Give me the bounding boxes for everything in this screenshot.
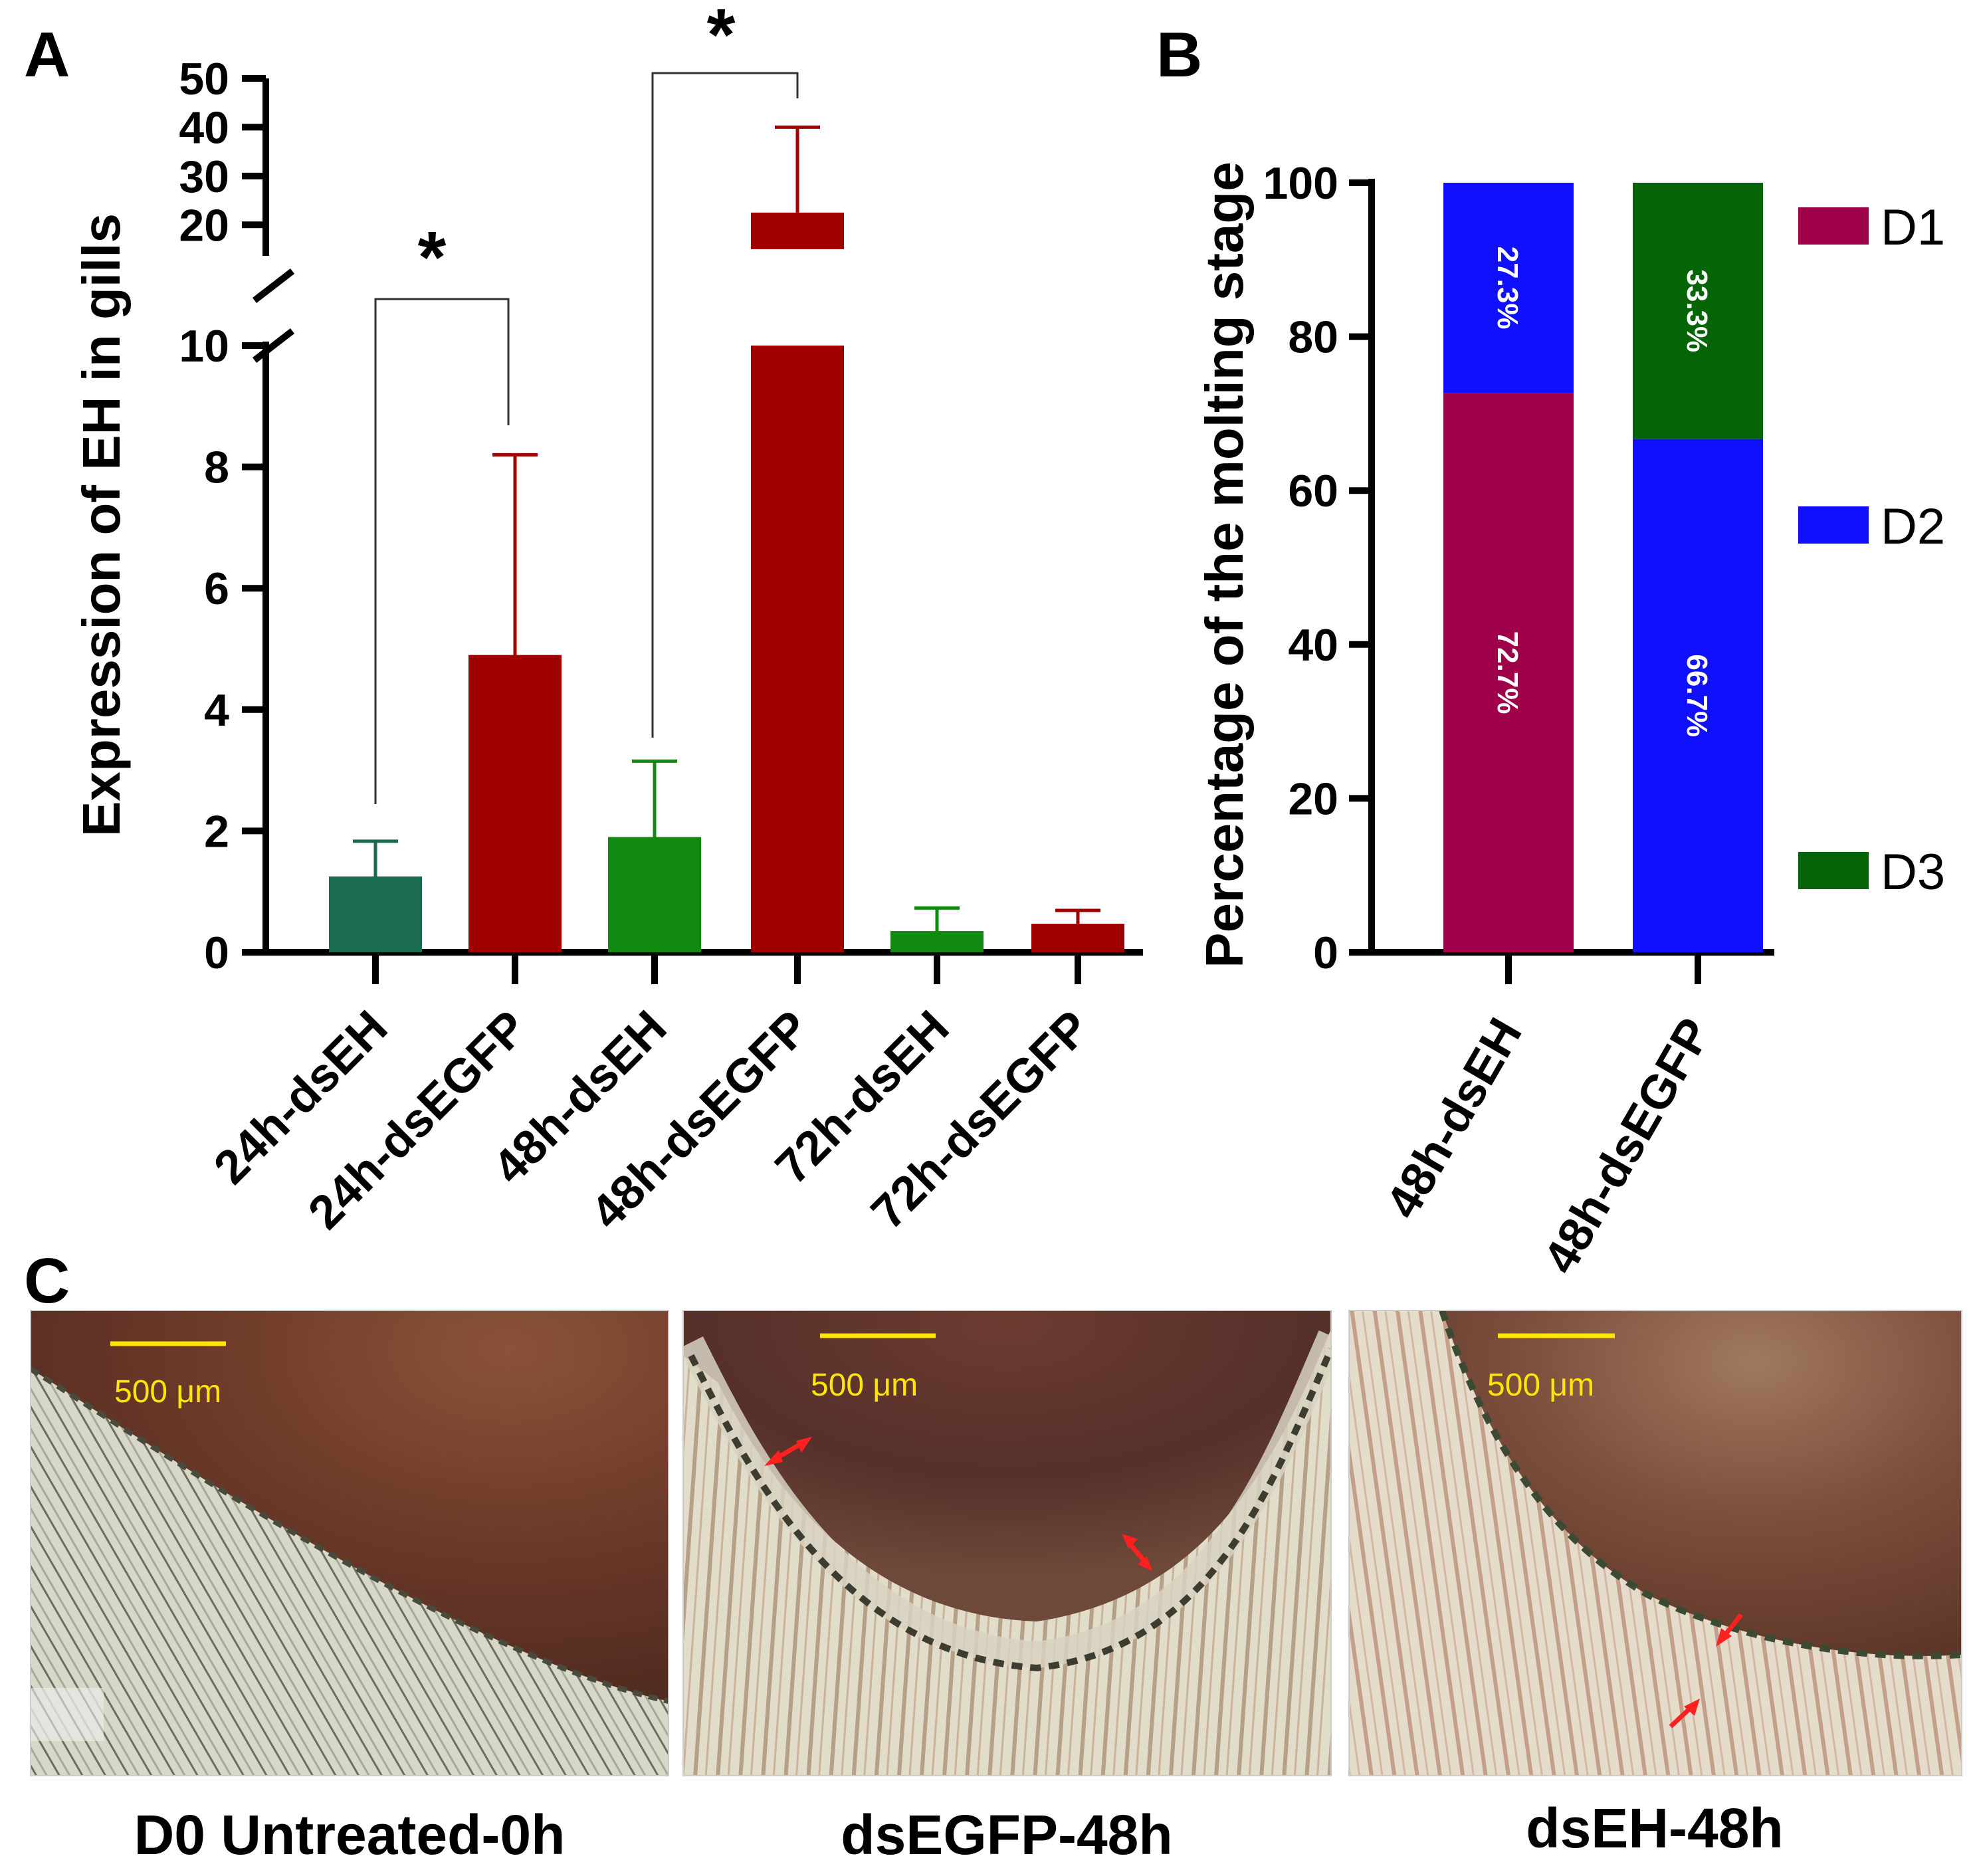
panel-b-y-tick-label: 60 [1288, 466, 1338, 516]
panel-a-axis-break-mark-upper [252, 268, 295, 303]
panel-a-y-tick-label: 0 [204, 928, 229, 978]
double-arrow-2 [1122, 1534, 1152, 1571]
micrograph-dseh: 500 μm dsEH-48h [1348, 1310, 1962, 1859]
panel-a-significance: ** [374, 0, 799, 804]
panel-b-segment-label: 33.3% [1681, 269, 1713, 352]
panel-letter-b: B [1156, 19, 1202, 90]
panel-a-bracket-1 [374, 298, 510, 804]
scale-label-3: 500 μm [1487, 1368, 1594, 1403]
panel-a-y-tick-label: 30 [179, 152, 229, 202]
micrograph-label-3: dsEH-48h [1526, 1797, 1783, 1859]
panel-b-category-label: 48h-dsEH [1376, 1009, 1532, 1227]
panel-b-bar-segment-d3 [1633, 183, 1763, 439]
panel-a-axis-break-mark-lower [252, 328, 295, 363]
panel-b-legend-label-d2: D2 [1881, 498, 1945, 555]
panel-a-y-tick-label: 8 [204, 443, 229, 493]
panel-b-segment-label: 27.3% [1491, 247, 1524, 330]
panel-a-bars [329, 125, 1124, 952]
panel-b-legend: D1 D2 D3 [1798, 199, 1945, 900]
panel-b-legend-label-d3: D3 [1881, 844, 1945, 900]
micrograph-dsegfp: 500 μm dsEGFP-48h [682, 1310, 1332, 1866]
panel-a-y-axis-title: Expression of EH in gills [72, 213, 131, 837]
arrow-2 [1669, 1699, 1700, 1728]
panel-b-legend-label-d1: D1 [1881, 199, 1945, 256]
micrograph-label-1: D0 Untreated-0h [134, 1804, 566, 1866]
panel-c-micrographs: 500 μm D0 Untreated-0h 500 μm [30, 1310, 1962, 1866]
panel-b-bars: 72.7% 27.3% 66.7% 33.3% [1443, 183, 1763, 952]
panel-b-category-label: 48h-dsEGFP [1534, 1009, 1722, 1283]
panel-b-bar-segment-d2 [1443, 183, 1574, 393]
panel-a-y-tick-label: 2 [204, 806, 229, 857]
panel-a-y-tick-label: 4 [204, 685, 229, 736]
panel-b-legend-swatch-d2 [1798, 506, 1869, 544]
panel-b-tick-labels: 0 20 40 60 80 100 [1263, 158, 1338, 978]
panel-b-y-tick-label: 40 [1288, 620, 1338, 671]
panel-a-y-tick-label: 10 [179, 321, 229, 371]
panel-a-category-labels: 24h-dsEH24h-dsEGFP48h-dsEH48h-dsEGFP72h-… [204, 1001, 1100, 1239]
scale-label-1: 500 μm [114, 1374, 221, 1409]
panel-b-y-tick-label: 0 [1313, 928, 1338, 978]
panel-b-stacked-bar-chart: Percentage of the molting stage 72.7% 27.… [1195, 158, 1945, 1283]
panel-a-y-tick-label: 20 [179, 200, 229, 251]
arrow-1 [1716, 1613, 1743, 1647]
panel-b-legend-swatch-d3 [1798, 852, 1869, 889]
panel-a-bar-chart: Expression of EH in gills 0 2 4 6 8 10 2030405… [72, 0, 1143, 1239]
double-arrow-1 [764, 1437, 812, 1466]
panel-a-star-1: * [418, 217, 447, 298]
panel-letter-c: C [24, 1245, 70, 1316]
panel-a-bar-lower-segment [751, 346, 844, 952]
micrograph-label-2: dsEGFP-48h [841, 1804, 1172, 1866]
panel-b-y-tick-label: 100 [1263, 158, 1338, 209]
panel-b-y-tick-label: 80 [1288, 312, 1338, 363]
panel-a-bracket-2 [651, 72, 799, 738]
panel-b-legend-swatch-d1 [1798, 207, 1869, 245]
panel-a-bar-upper-segment [751, 212, 844, 249]
scale-label-2: 500 μm [811, 1368, 918, 1403]
micrograph-untreated: 500 μm D0 Untreated-0h [30, 1310, 669, 1866]
panel-b-category-labels: 48h-dsEH 48h-dsEGFP [1376, 1009, 1722, 1283]
panel-a-y-tick-label: 40 [179, 102, 229, 153]
panel-b-bar-segment-d1 [1443, 393, 1574, 952]
panel-b-bar-segment-d2 [1633, 439, 1763, 952]
panel-b-segment-label: 72.7% [1491, 631, 1524, 714]
panel-a-y-tick-label: 6 [204, 564, 229, 614]
panel-a-y-tick-label: 50 [179, 54, 229, 104]
panel-b-y-axis-title: Percentage of the molting stage [1195, 161, 1254, 968]
panel-letter-a: A [24, 19, 70, 90]
panel-a-star-2: * [707, 0, 736, 76]
panel-b-segment-label: 66.7% [1681, 654, 1713, 737]
panel-b-y-tick-label: 20 [1288, 774, 1338, 824]
